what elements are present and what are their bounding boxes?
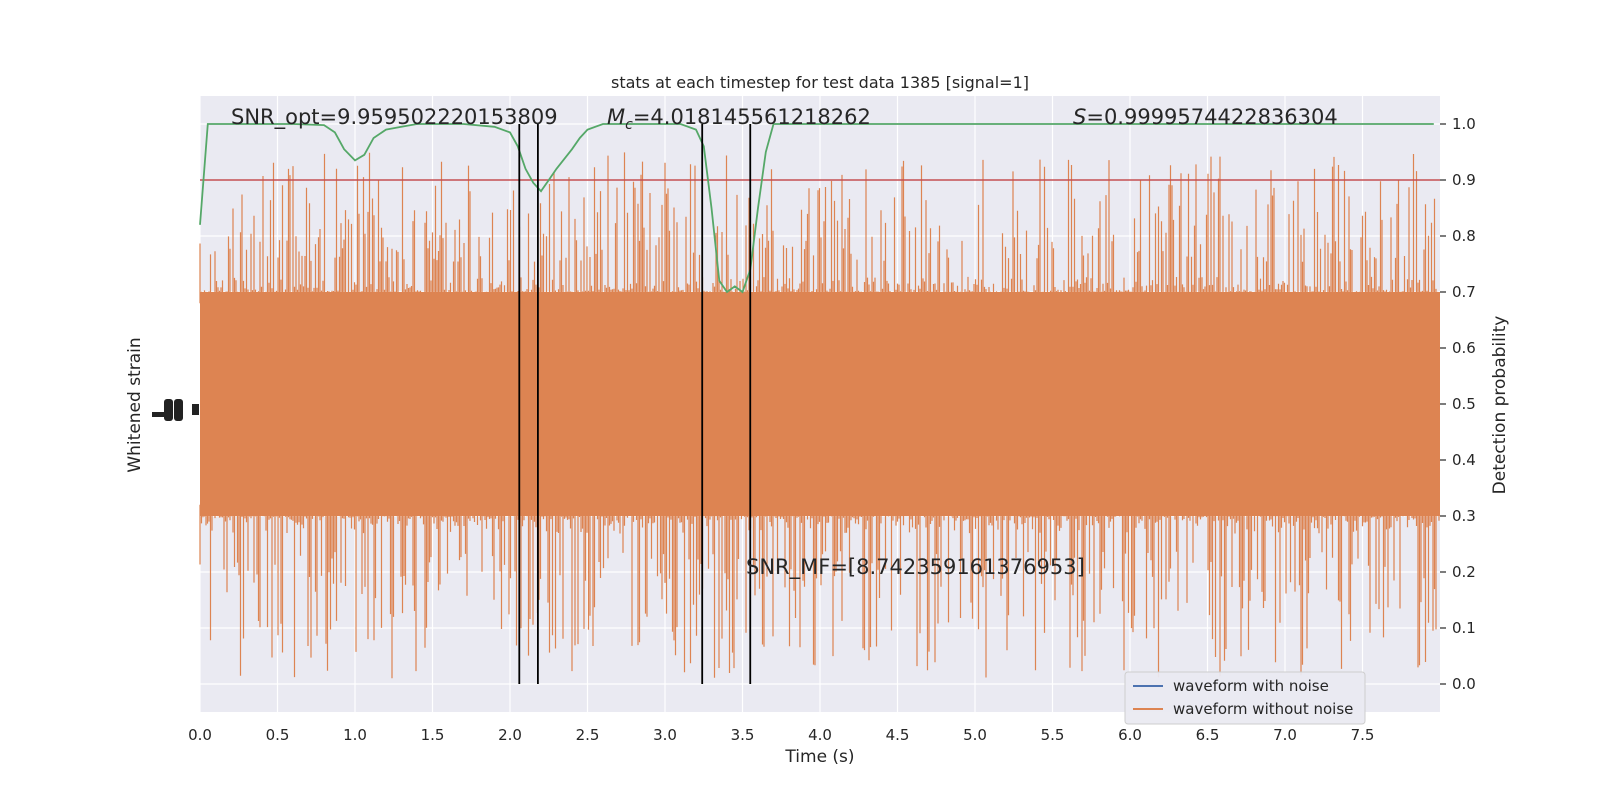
detection-probability-series bbox=[199, 123, 1434, 294]
x-tick-label: 6.5 bbox=[1196, 726, 1220, 744]
y-tick-label: 0.3 bbox=[1452, 507, 1476, 525]
x-tick-label: 1.5 bbox=[421, 726, 445, 744]
legend-box bbox=[1124, 671, 1366, 725]
y-tick-label: 0.1 bbox=[1452, 619, 1476, 637]
snr-opt-annotation: SNR_opt=9.959502220153809 bbox=[231, 105, 558, 130]
y-tick-label: 1.0 bbox=[1452, 115, 1476, 133]
chart-title: stats at each timestep for test data 138… bbox=[611, 73, 1029, 92]
chirp-mass-subscript: c bbox=[625, 117, 633, 133]
y-tick-label: 0.0 bbox=[1452, 675, 1476, 693]
chirp-mass-annotation: Mc=4.018145561218262 bbox=[607, 105, 871, 133]
chirp-mass-symbol: M bbox=[607, 105, 625, 129]
y-tick-label: 0.8 bbox=[1452, 227, 1476, 245]
legend: waveform with noise waveform without noi… bbox=[1124, 671, 1366, 725]
x-tick-label: 5.5 bbox=[1041, 726, 1065, 744]
chirp-mass-value: =4.018145561218262 bbox=[633, 105, 871, 129]
y-tick-label: 0.4 bbox=[1452, 451, 1476, 469]
x-tick-label: 4.5 bbox=[886, 726, 910, 744]
y-tick-label: 0.9 bbox=[1452, 171, 1476, 189]
x-tick-label: 0.0 bbox=[188, 726, 212, 744]
x-tick-label: 7.5 bbox=[1351, 726, 1375, 744]
x-axis-label: Time (s) bbox=[784, 747, 854, 767]
detection-probability-line bbox=[199, 123, 1434, 294]
x-tick-label: 3.5 bbox=[731, 726, 755, 744]
legend-label-with-noise: waveform with noise bbox=[1173, 677, 1329, 695]
x-tick-label: 0.5 bbox=[266, 726, 290, 744]
y-right-axis-ticks: 0.0 0.1 0.2 0.3 0.4 0.5 0.6 0.7 0.8 0.9 1.0 bbox=[1440, 115, 1476, 693]
event-lines bbox=[518, 124, 752, 684]
x-tick-label: 2.5 bbox=[576, 726, 600, 744]
spin-value: =0.9999574422836304 bbox=[1086, 105, 1337, 129]
waveform-without-noise-series bbox=[200, 292, 1440, 516]
waveform-band bbox=[200, 292, 1440, 516]
left-axis-tick-cluster bbox=[152, 399, 199, 421]
snr-mf-annotation: SNR_MF=[8.742359161376953] bbox=[746, 555, 1085, 580]
spin-symbol: S bbox=[1073, 105, 1086, 129]
x-tick-label: 3.0 bbox=[653, 726, 677, 744]
y-tick-label: 0.7 bbox=[1452, 283, 1476, 301]
spin-annotation: S=0.9999574422836304 bbox=[1073, 105, 1338, 129]
y-axis-right-label: Detection probability bbox=[1490, 316, 1510, 495]
x-tick-label: 1.0 bbox=[343, 726, 367, 744]
y-tick-label: 0.5 bbox=[1452, 395, 1476, 413]
x-tick-label: 4.0 bbox=[808, 726, 832, 744]
x-tick-label: 7.0 bbox=[1273, 726, 1297, 744]
y-axis-left-label: Whitened strain bbox=[125, 337, 145, 472]
x-axis-ticks: 0.0 0.5 1.0 1.5 2.0 2.5 3.0 3.5 4.0 4.5 5.0 5.5 6.0 6… bbox=[188, 726, 1374, 744]
x-tick-label: 6.0 bbox=[1118, 726, 1142, 744]
legend-label-without-noise: waveform without noise bbox=[1173, 700, 1353, 718]
y-tick-label: 0.6 bbox=[1452, 339, 1476, 357]
x-tick-label: 5.0 bbox=[963, 726, 987, 744]
x-tick-label: 2.0 bbox=[498, 726, 522, 744]
y-tick-label: 0.2 bbox=[1452, 563, 1476, 581]
